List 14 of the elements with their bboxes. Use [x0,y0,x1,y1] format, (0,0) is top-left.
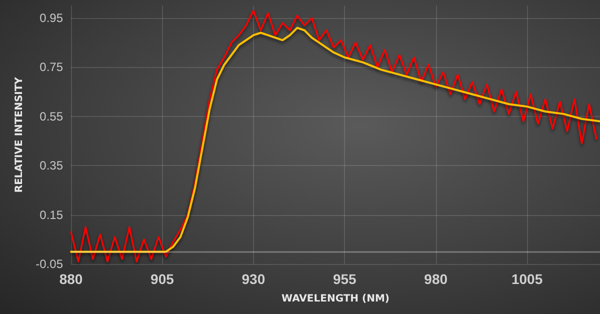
y-tick-label: -0.05 [36,257,64,271]
x-tick-label: 880 [59,271,83,287]
x-tick-label: 930 [242,271,266,287]
y-tick-label: 0.75 [40,60,64,74]
x-axis-title: WAVELENGTH (NM) [282,294,390,304]
y-tick-label: 0.15 [40,208,64,222]
y-tick-label: 0.55 [40,109,64,124]
x-tick-label: 955 [332,271,357,287]
x-tick-label: 905 [150,271,174,287]
y-tick-label: 0.95 [40,11,64,25]
x-tick-label: 980 [424,271,448,287]
y-tick-label: 0.35 [40,158,64,173]
x-tick-label: 1005 [511,271,543,287]
y-axis-title: RELATIVE INTENSITY [14,76,26,193]
